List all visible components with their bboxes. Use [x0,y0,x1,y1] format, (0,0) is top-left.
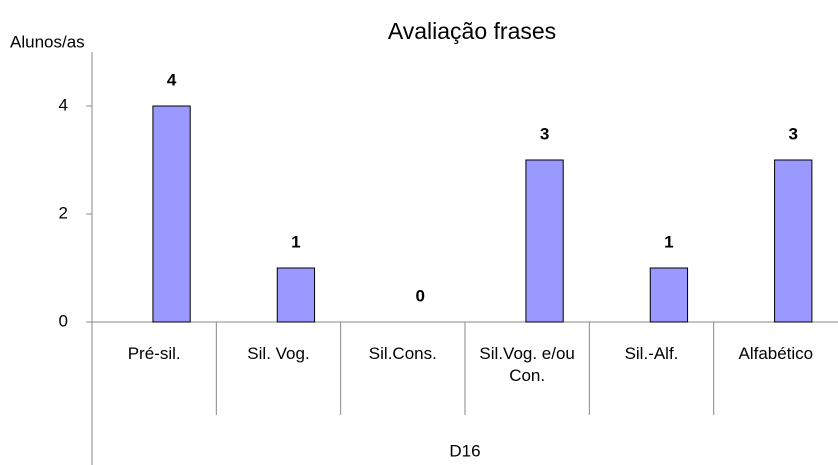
bar [649,267,689,323]
y-tick-label: 4 [59,95,68,114]
bar [276,267,316,323]
x-tick-label: Sil.Vog. e/ou Con. [479,344,575,385]
y-tick-label: 2 [59,203,68,222]
y-tick-label: 0 [59,311,68,330]
value-label: 3 [540,124,549,143]
value-label: 1 [664,232,673,251]
bar [152,105,191,323]
value-label: 0 [416,286,425,305]
x-tick-label: Sil.-Alf. [624,344,679,363]
value-label: 3 [789,124,798,143]
x-tick-label: Pré-sil. [127,344,181,363]
x-tick-label: Sil.Cons. [368,344,437,363]
bar [774,159,813,323]
x-axis-label: D16 [449,441,480,460]
x-tick-label: Alfabético [738,344,814,363]
x-tick-label: Sil. Vog. [247,344,310,363]
chart-title: Avaliação frases [388,18,556,44]
bar [525,159,564,323]
value-label: 4 [167,70,177,89]
value-label: 1 [291,232,300,251]
y-axis-label: Alunos/as [10,32,85,51]
